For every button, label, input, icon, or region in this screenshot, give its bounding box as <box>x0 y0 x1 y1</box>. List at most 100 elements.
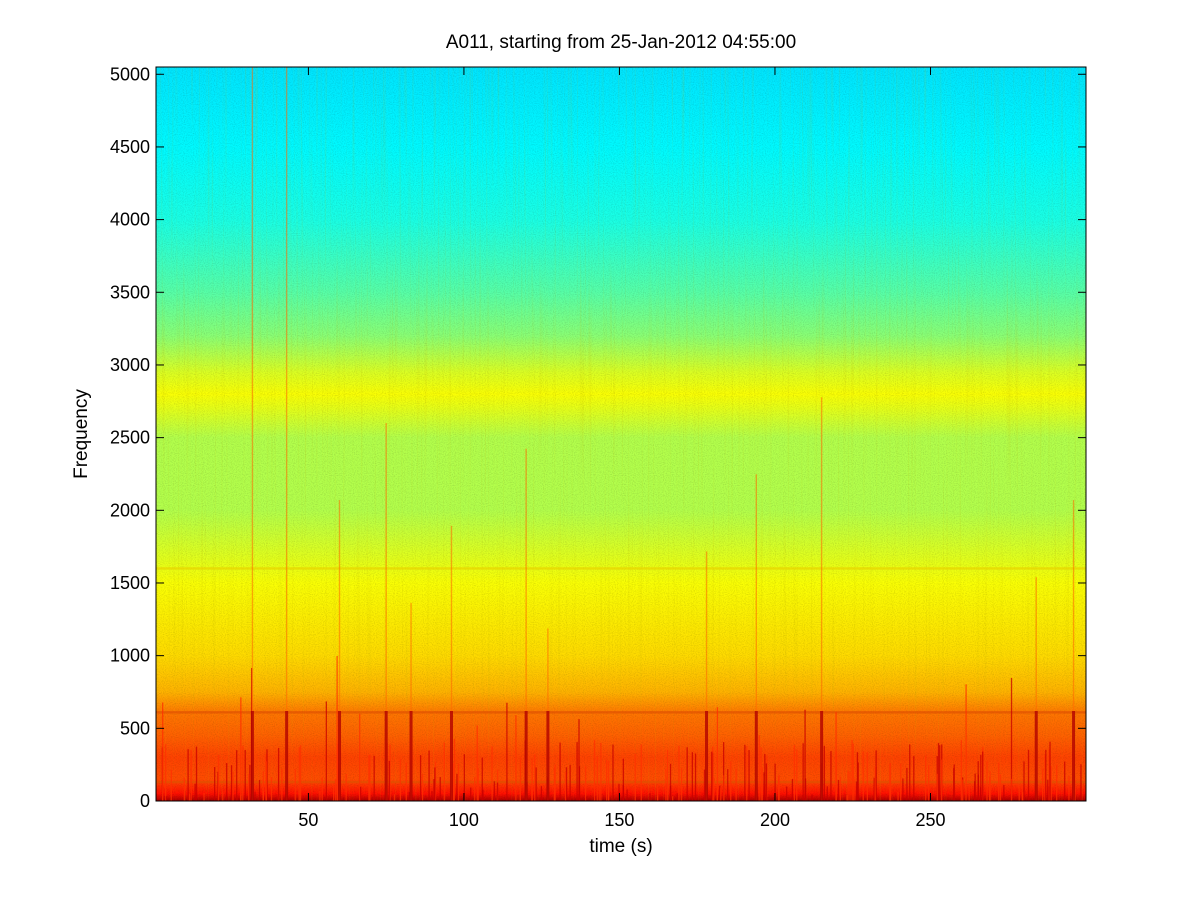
burst-mark <box>564 771 567 801</box>
event-base <box>1072 711 1076 801</box>
burst-mark <box>553 767 556 801</box>
burst-mark <box>758 735 760 801</box>
tonal-line <box>156 780 1086 784</box>
burst-mark <box>847 770 849 801</box>
burst-mark <box>189 792 191 801</box>
burst-mark <box>960 740 962 801</box>
event-base <box>546 711 550 801</box>
burst-mark <box>1049 741 1051 801</box>
burst-mark <box>897 791 899 801</box>
burst-mark <box>607 760 610 801</box>
burst-mark <box>194 783 196 801</box>
burst-mark <box>408 792 410 801</box>
burst-mark <box>694 753 697 801</box>
burst-mark <box>988 777 991 801</box>
burst-mark <box>434 767 436 801</box>
burst-mark <box>928 765 930 801</box>
burst-mark <box>431 790 433 801</box>
burst-mark <box>232 772 234 801</box>
burst-mark <box>793 745 796 801</box>
spectrogram-image <box>156 67 1086 801</box>
burst-mark <box>162 702 164 801</box>
vertical-event <box>1072 500 1075 801</box>
burst-mark <box>593 740 596 801</box>
burst-mark <box>622 758 624 801</box>
burst-mark <box>735 768 737 801</box>
event-base <box>705 711 709 801</box>
burst-mark <box>761 767 763 801</box>
burst-mark <box>428 750 430 801</box>
burst-mark <box>214 766 216 801</box>
x-axis-label: time (s) <box>589 836 653 857</box>
burst-mark <box>763 772 765 801</box>
axes: 50 100 150 200 25005001000150020002500300035… <box>110 64 1087 830</box>
burst-mark <box>477 767 479 801</box>
burst-mark <box>974 773 976 801</box>
burst-mark <box>678 745 680 801</box>
burst-mark <box>165 796 168 801</box>
burst-mark <box>856 752 859 801</box>
burst-mark <box>496 782 499 801</box>
burst-mark <box>433 779 435 801</box>
burst-mark <box>713 777 715 801</box>
burst-mark <box>953 768 955 801</box>
burst-mark <box>767 796 769 801</box>
burst-mark <box>835 712 837 801</box>
burst-mark <box>336 655 338 801</box>
burst-mark <box>977 761 979 801</box>
burst-mark <box>236 750 238 801</box>
burst-mark <box>277 747 280 801</box>
burst-mark <box>187 749 189 801</box>
burst-mark <box>534 754 536 801</box>
event-base <box>754 711 758 801</box>
burst-mark <box>164 744 167 801</box>
burst-mark <box>222 791 224 801</box>
event-base <box>384 711 388 801</box>
vertical-event <box>251 67 254 801</box>
burst-mark <box>535 767 537 801</box>
burst-mark <box>804 709 806 801</box>
burst-mark <box>902 778 904 801</box>
burst-mark <box>405 762 407 801</box>
burst-mark <box>482 789 484 801</box>
burst-mark <box>456 773 458 801</box>
burst-mark <box>846 795 848 801</box>
burst-mark <box>925 755 927 801</box>
burst-mark <box>531 758 533 801</box>
burst-mark <box>540 786 543 801</box>
burst-mark <box>1068 776 1070 801</box>
event-base <box>820 711 824 801</box>
burst-mark <box>786 786 788 801</box>
burst-mark <box>506 702 508 801</box>
burst-mark <box>1003 784 1005 801</box>
burst-mark <box>686 747 688 801</box>
burst-mark <box>1010 677 1013 801</box>
burst-mark <box>649 793 651 801</box>
burst-mark <box>439 777 441 801</box>
burst-mark <box>1021 784 1023 801</box>
burst-mark <box>1045 749 1047 801</box>
x-tick-label: 200 <box>760 810 790 830</box>
burst-mark <box>680 768 683 801</box>
burst-mark <box>345 774 347 801</box>
burst-mark <box>554 764 556 801</box>
vertical-event <box>705 551 708 801</box>
y-tick-label: 2000 <box>110 500 150 520</box>
burst-mark <box>656 784 659 801</box>
burst-mark <box>600 742 602 801</box>
burst-mark <box>873 777 875 801</box>
burst-mark <box>332 784 335 801</box>
burst-mark <box>765 763 768 801</box>
burst-mark <box>596 756 598 801</box>
burst-mark <box>389 744 391 801</box>
burst-mark <box>830 751 832 801</box>
burst-mark <box>962 779 964 801</box>
burst-mark <box>421 774 424 801</box>
burst-mark <box>855 781 858 801</box>
burst-mark <box>584 766 587 801</box>
burst-mark <box>249 764 251 801</box>
burst-mark <box>796 749 798 801</box>
burst-mark <box>481 757 483 801</box>
burst-mark <box>334 779 337 801</box>
burst-mark <box>857 762 859 801</box>
